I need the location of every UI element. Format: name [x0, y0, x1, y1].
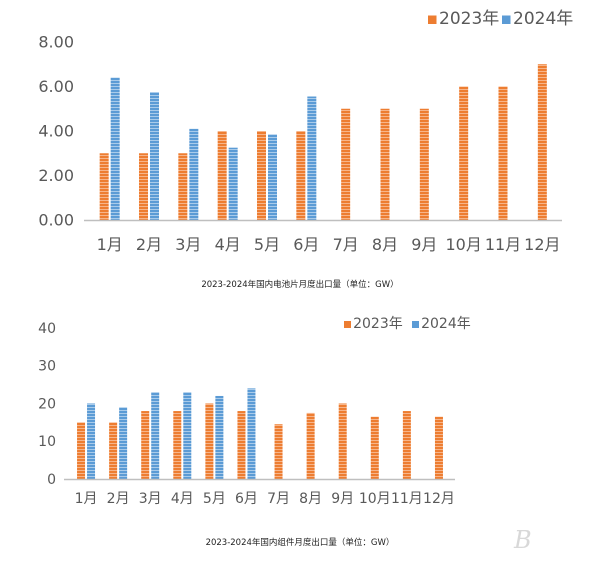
bar-2023 [296, 131, 306, 220]
x-category-label: 2月 [136, 235, 162, 254]
legend-label-2023: 2023年 [439, 9, 499, 29]
y-tick-label: 0 [47, 472, 56, 488]
x-category-label: 2月 [107, 491, 130, 507]
x-category-label: 11月 [485, 235, 521, 254]
bar-2024 [215, 395, 224, 479]
bar-2024 [150, 92, 159, 220]
x-category-label: 12月 [524, 235, 560, 254]
legend-label-2024: 2024年 [513, 9, 573, 29]
x-category-label: 10月 [445, 235, 481, 254]
legend-swatch-2024 [412, 321, 419, 328]
y-tick-label: 8.00 [38, 33, 74, 52]
bar-2023 [109, 422, 118, 479]
bar-2024 [228, 147, 238, 220]
y-tick-label: 6.00 [38, 77, 74, 96]
chart-caption: 2023-2024年国内电池片月度出口量（单位：GW） [201, 279, 398, 290]
x-category-label: 5月 [254, 235, 280, 254]
bar-2023 [434, 416, 443, 479]
bar-2023 [402, 411, 411, 479]
bar-2024 [119, 407, 128, 479]
bar-2023 [139, 153, 148, 220]
bar-2023 [498, 86, 508, 220]
bar-2023 [274, 424, 283, 479]
y-tick-label: 0.00 [38, 211, 74, 230]
bar-2023 [341, 108, 351, 220]
bar-2023 [99, 153, 109, 220]
bar-2023 [338, 403, 347, 479]
y-tick-label: 2.00 [38, 166, 74, 185]
x-category-label: 1月 [75, 491, 98, 507]
bar-2023 [257, 131, 266, 220]
y-tick-label: 40 [38, 321, 56, 337]
legend-label-2024: 2024年 [421, 316, 471, 332]
x-category-label: 7月 [267, 491, 290, 507]
y-tick-label: 30 [38, 359, 56, 375]
bar-2023 [419, 108, 429, 220]
bar-2023 [217, 131, 227, 220]
battery-cell-export-chart: 0.00 2.00 4.00 6.00 8.00 1月 2月 3月 4月 5月 6月 7月 8月 9月 10… [38, 9, 573, 290]
bar-2024 [247, 388, 256, 479]
y-tick-label: 10 [38, 434, 56, 450]
bar-2023 [178, 153, 188, 220]
bar-2023 [77, 422, 86, 479]
x-category-label: 4月 [171, 491, 194, 507]
bar-2024 [151, 392, 160, 479]
bar-2023 [141, 411, 150, 479]
x-category-label: 11月 [391, 491, 423, 507]
bar-2024 [183, 392, 192, 479]
x-category-label: 9月 [411, 235, 437, 254]
x-category-label: 6月 [293, 235, 319, 254]
x-category-label: 3月 [139, 491, 162, 507]
x-category-label: 8月 [299, 491, 322, 507]
x-category-label: 10月 [359, 491, 391, 507]
x-category-label: 12月 [423, 491, 455, 507]
watermark-logo: B [513, 526, 532, 554]
x-category-label: 6月 [235, 491, 258, 507]
x-category-label: 8月 [372, 235, 398, 254]
bar-2023 [205, 403, 214, 479]
bar-2023 [306, 412, 315, 479]
y-tick-label: 4.00 [38, 122, 74, 141]
bar-2023 [370, 416, 379, 479]
x-category-label: 4月 [215, 235, 241, 254]
bar-2023 [380, 108, 390, 220]
bar-2024 [189, 128, 199, 220]
x-category-label: 3月 [175, 235, 201, 254]
legend-swatch-2023 [428, 15, 437, 24]
y-tick-label: 20 [38, 396, 56, 412]
bar-2023 [173, 411, 182, 479]
x-category-label: 1月 [97, 235, 123, 254]
chart-caption: 2023-2024年国内组件月度出口量（单位：GW） [206, 537, 395, 548]
bar-2023 [237, 411, 246, 479]
bar-2024 [307, 96, 317, 220]
legend-swatch-2024 [502, 15, 511, 24]
legend-label-2023: 2023年 [353, 316, 403, 332]
bar-2024 [268, 134, 277, 220]
bar-2023 [459, 86, 469, 220]
x-category-label: 5月 [203, 491, 226, 507]
bar-2023 [537, 64, 547, 220]
legend-swatch-2023 [344, 321, 351, 328]
x-category-label: 7月 [333, 235, 359, 254]
x-category-label: 9月 [331, 491, 354, 507]
module-export-chart: 0 10 20 30 40 1月 2月 3月 4月 5月 6月 7月 8月 9月 10月 11月 12月 2023… [38, 316, 471, 548]
bar-2024 [87, 403, 96, 479]
bar-2024 [110, 77, 120, 220]
